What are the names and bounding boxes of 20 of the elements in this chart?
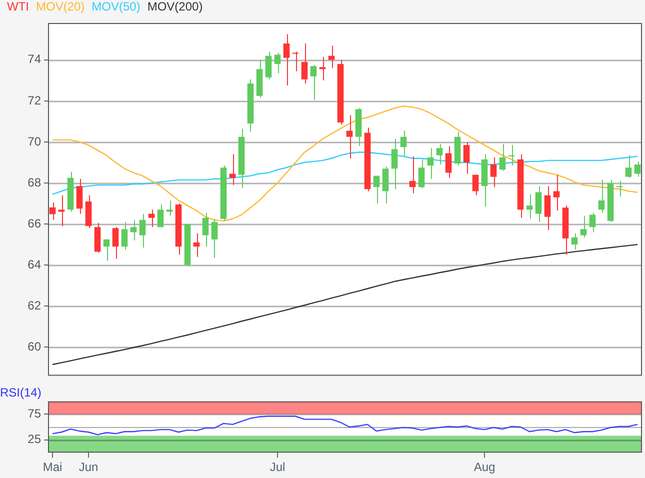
text: MOV(50)	[92, 0, 140, 14]
text: WTI	[7, 0, 29, 14]
x-tick-label: Jul	[270, 460, 286, 474]
y-tick-label: 72	[28, 93, 42, 108]
y-tick-label: 70	[28, 134, 42, 148]
y-tick-label: 68	[28, 175, 42, 190]
text: MOV(200)	[147, 0, 203, 14]
candlestick	[292, 51, 299, 72]
y-tick-label: 25	[28, 432, 42, 446]
text: MOV(20)	[36, 0, 85, 14]
x-tick-label: Mai	[42, 460, 62, 474]
x-tick-label: Aug	[474, 460, 496, 474]
y-tick-label: 74	[28, 52, 42, 66]
chart-title: RSI(14)	[0, 386, 42, 400]
y-tick-label: 64	[28, 257, 42, 272]
y-tick-label: 66	[28, 216, 42, 230]
y-tick-label: 75	[28, 406, 42, 421]
y-tick-label: 62	[28, 298, 42, 312]
x-tick-label: Jun	[78, 460, 98, 474]
y-tick-label: 60	[28, 339, 42, 354]
